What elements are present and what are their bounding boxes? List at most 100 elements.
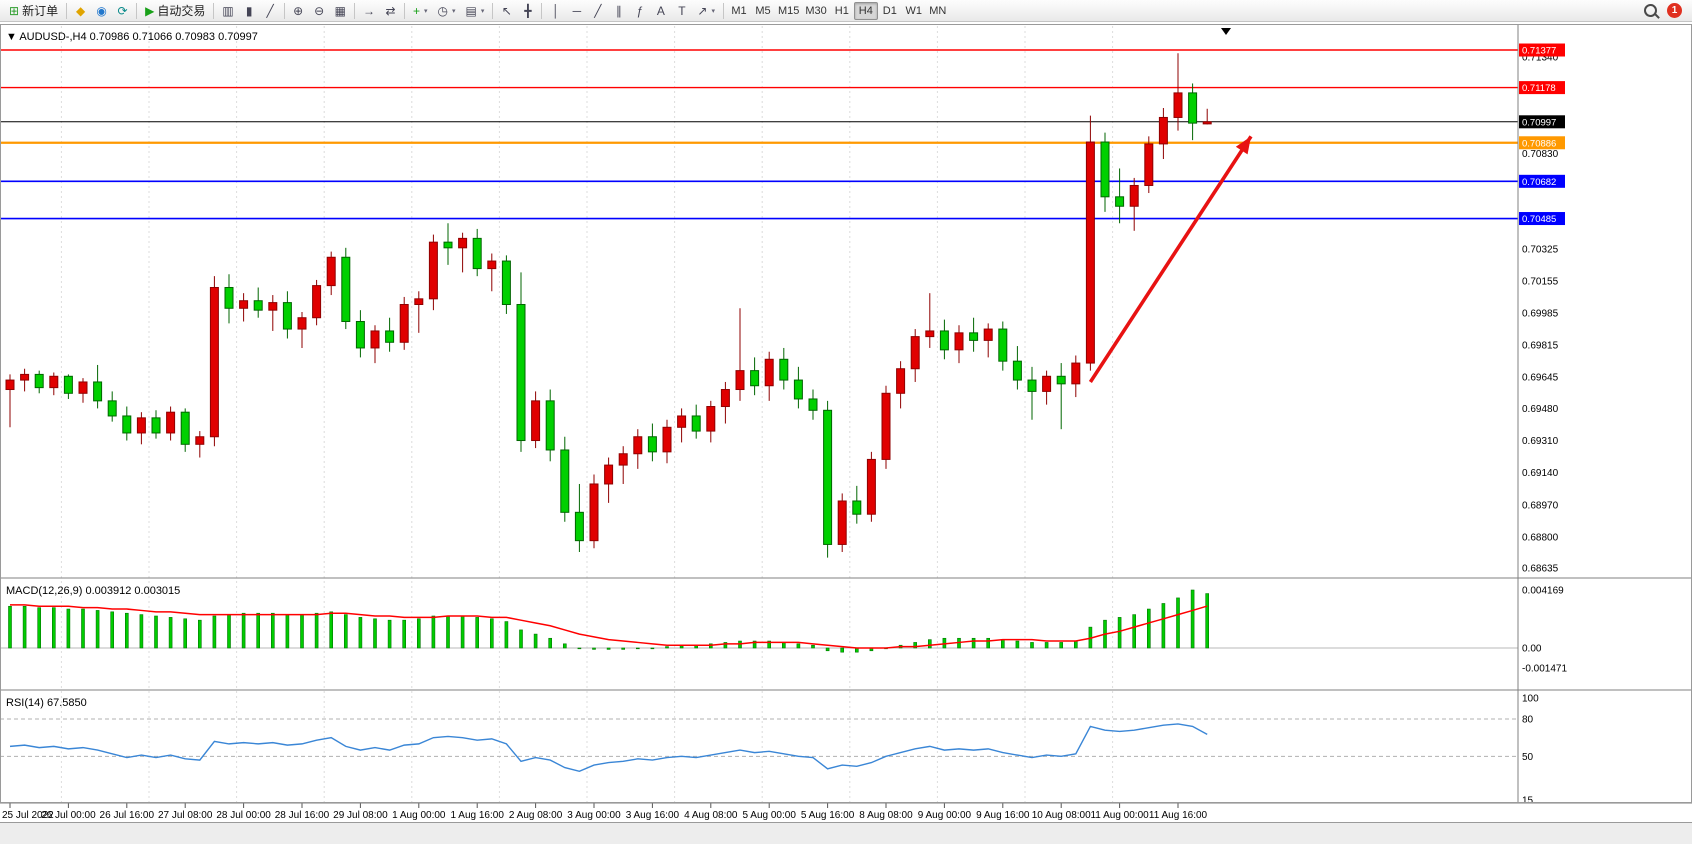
svg-text:5 Aug 00:00: 5 Aug 00:00 bbox=[743, 810, 797, 821]
draw-channel-button[interactable]: ∥ bbox=[609, 1, 628, 20]
draw-fibonacci-button[interactable]: ƒ bbox=[630, 1, 649, 20]
svg-text:29 Jul 08:00: 29 Jul 08:00 bbox=[333, 810, 388, 821]
svg-text:0.70830: 0.70830 bbox=[1522, 149, 1559, 160]
svg-text:0.71377: 0.71377 bbox=[1522, 46, 1556, 57]
new-order-button[interactable]: ⊞ 新订单 bbox=[5, 1, 62, 20]
svg-text:9 Aug 16:00: 9 Aug 16:00 bbox=[976, 810, 1030, 821]
chart-shift-button[interactable]: ⇄ bbox=[381, 1, 400, 20]
draw-arrows-caret: ▾ bbox=[711, 7, 715, 15]
svg-text:1 Aug 16:00: 1 Aug 16:00 bbox=[451, 810, 505, 821]
draw-arrows-button[interactable]: ↗ ▾ bbox=[693, 1, 719, 20]
search-icon[interactable] bbox=[1644, 4, 1657, 17]
rsi-label: RSI(14) 67.5850 bbox=[6, 697, 87, 709]
candlestick-series bbox=[5, 53, 1212, 558]
toolbar-separator bbox=[136, 2, 138, 19]
svg-text:0.70485: 0.70485 bbox=[1522, 214, 1556, 225]
auto-scroll-button[interactable]: → bbox=[359, 1, 379, 20]
svg-text:9 Aug 00:00: 9 Aug 00:00 bbox=[918, 810, 972, 821]
svg-text:0.70997: 0.70997 bbox=[1522, 117, 1556, 128]
svg-text:8 Aug 08:00: 8 Aug 08:00 bbox=[859, 810, 913, 821]
periods-button[interactable]: ◷ ▾ bbox=[434, 1, 460, 20]
svg-text:11 Aug 16:00: 11 Aug 16:00 bbox=[1149, 810, 1208, 821]
svg-text:0.69480: 0.69480 bbox=[1522, 404, 1559, 415]
svg-text:10 Aug 08:00: 10 Aug 08:00 bbox=[1032, 810, 1091, 821]
support-line-2-badge: 0.70485 bbox=[1519, 212, 1565, 226]
cursor-icon: ↖ bbox=[501, 3, 512, 18]
draw-channel-icon: ∥ bbox=[615, 3, 622, 18]
toolbar-right: 1 bbox=[1644, 3, 1688, 18]
draw-label-button[interactable]: T bbox=[672, 1, 691, 20]
svg-text:0.70155: 0.70155 bbox=[1522, 276, 1559, 287]
svg-text:3 Aug 16:00: 3 Aug 16:00 bbox=[626, 810, 680, 821]
timeframe-h4-button[interactable]: H4 bbox=[853, 1, 878, 20]
draw-text-icon: A bbox=[656, 3, 665, 18]
indicators-button[interactable]: + ▾ bbox=[409, 1, 432, 20]
toolbar-separator bbox=[492, 2, 494, 19]
draw-arrows-icon: ↗ bbox=[697, 3, 708, 18]
svg-text:25 Jul 2022: 25 Jul 2022 bbox=[2, 810, 54, 821]
timeframe-m5-button[interactable]: M5 bbox=[751, 2, 775, 20]
timeframe-mn-button[interactable]: MN bbox=[926, 2, 950, 20]
chart-canvas[interactable]: ▼ AUDUSD-,H4 0.70986 0.71066 0.70983 0.7… bbox=[0, 22, 1692, 822]
svg-text:28 Jul 00:00: 28 Jul 00:00 bbox=[216, 810, 271, 821]
chart-background bbox=[0, 24, 1692, 803]
trend-arrow-annotation[interactable] bbox=[1088, 135, 1253, 383]
chart-bars-icon: ▥ bbox=[222, 3, 234, 18]
chart-shift-marker[interactable] bbox=[1221, 28, 1231, 35]
community-button[interactable]: ◉ bbox=[92, 1, 111, 20]
draw-text-button[interactable]: A bbox=[651, 1, 670, 20]
toolbar-separator bbox=[354, 2, 356, 19]
crosshair-button[interactable]: ╋ bbox=[518, 1, 537, 20]
timeframe-w1-button[interactable]: W1 bbox=[902, 2, 926, 20]
templates-button[interactable]: ▤ ▾ bbox=[462, 1, 489, 20]
chart-bars-button[interactable]: ▥ bbox=[218, 1, 237, 20]
macd-label: MACD(12,26,9) 0.003912 0.003015 bbox=[6, 585, 180, 597]
toolbar-separator bbox=[213, 2, 215, 19]
timeframe-d1-button[interactable]: D1 bbox=[878, 2, 902, 20]
svg-text:0.69140: 0.69140 bbox=[1522, 468, 1559, 479]
bottom-scrollbar-area[interactable] bbox=[0, 822, 1692, 844]
draw-hline-button[interactable]: ─ bbox=[567, 1, 586, 20]
cursor-button[interactable]: ↖ bbox=[497, 1, 516, 20]
price-axis: 0.71340 0.70830 0.70325 0.70155 0.69985 0.698… bbox=[1519, 43, 1565, 575]
draw-fibonacci-icon: ƒ bbox=[636, 3, 644, 18]
svg-text:5 Aug 16:00: 5 Aug 16:00 bbox=[801, 810, 855, 821]
pivot-line-badge: 0.70886 bbox=[1519, 136, 1565, 150]
timeframe-m30-button[interactable]: M30 bbox=[802, 2, 829, 20]
resistance-line-1-badge: 0.71377 bbox=[1519, 43, 1565, 57]
timeframe-m1-button[interactable]: M1 bbox=[727, 2, 751, 20]
crosshair-icon: ╋ bbox=[524, 3, 532, 18]
tile-windows-button[interactable]: ▦ bbox=[331, 1, 350, 20]
rsi-axis-label: 50 bbox=[1522, 752, 1534, 763]
auto-trading-button[interactable]: ▶ 自动交易 bbox=[141, 1, 209, 20]
svg-text:27 Jul 08:00: 27 Jul 08:00 bbox=[158, 810, 213, 821]
zoom-out-icon: ⊖ bbox=[314, 3, 325, 18]
indicators-icon: + bbox=[413, 3, 421, 18]
notification-badge[interactable]: 1 bbox=[1667, 3, 1682, 18]
svg-text:0.68635: 0.68635 bbox=[1522, 564, 1559, 575]
chart-line-button[interactable]: ╱ bbox=[261, 1, 280, 20]
toolbar-separator bbox=[283, 2, 285, 19]
draw-trendline-button[interactable]: ╱ bbox=[588, 1, 607, 20]
zoom-in-button[interactable]: ⊕ bbox=[289, 1, 308, 20]
draw-vline-icon: │ bbox=[552, 3, 560, 18]
templates-caret: ▾ bbox=[480, 7, 485, 15]
chart-area: ▼ AUDUSD-,H4 0.70986 0.71066 0.70983 0.7… bbox=[0, 22, 1692, 822]
toolbar-separator bbox=[66, 2, 68, 19]
refresh-button[interactable]: ⟳ bbox=[113, 1, 132, 20]
svg-text:26 Jul 00:00: 26 Jul 00:00 bbox=[41, 810, 96, 821]
tile-windows-icon: ▦ bbox=[334, 3, 347, 18]
timeframe-m15-button[interactable]: M15 bbox=[775, 2, 802, 20]
draw-hline-icon: ─ bbox=[572, 3, 582, 18]
timeframe-h1-button[interactable]: H1 bbox=[830, 2, 854, 20]
svg-text:2 Aug 08:00: 2 Aug 08:00 bbox=[509, 810, 563, 821]
chart-candles-button[interactable]: ▮ bbox=[240, 1, 259, 20]
svg-text:0.68970: 0.68970 bbox=[1522, 500, 1559, 511]
draw-vline-button[interactable]: │ bbox=[546, 1, 565, 20]
mql5-market-button[interactable]: ◆ bbox=[71, 1, 90, 20]
toolbar-groups: ⊞ 新订单 ◆ ◉ ⟳ ▶ 自动交易 ▥ ▮ ╱ ⊕ ⊖ ▦ → ⇄ + ▾ ◷ ▾ ▤ ▾ ↖ ╋ │ ─ ╱ ∥ ƒ A T ↗ ▾ M1 M… bbox=[4, 0, 950, 22]
zoom-out-button[interactable]: ⊖ bbox=[310, 1, 329, 20]
periods-caret: ▾ bbox=[452, 7, 456, 15]
toolbar: ⊞ 新订单 ◆ ◉ ⟳ ▶ 自动交易 ▥ ▮ ╱ ⊕ ⊖ ▦ → ⇄ + ▾ ◷ ▾ ▤ ▾ ↖ ╋ │ ─ ╱ ∥ ƒ A T ↗ ▾ M1 M… bbox=[0, 0, 1692, 22]
